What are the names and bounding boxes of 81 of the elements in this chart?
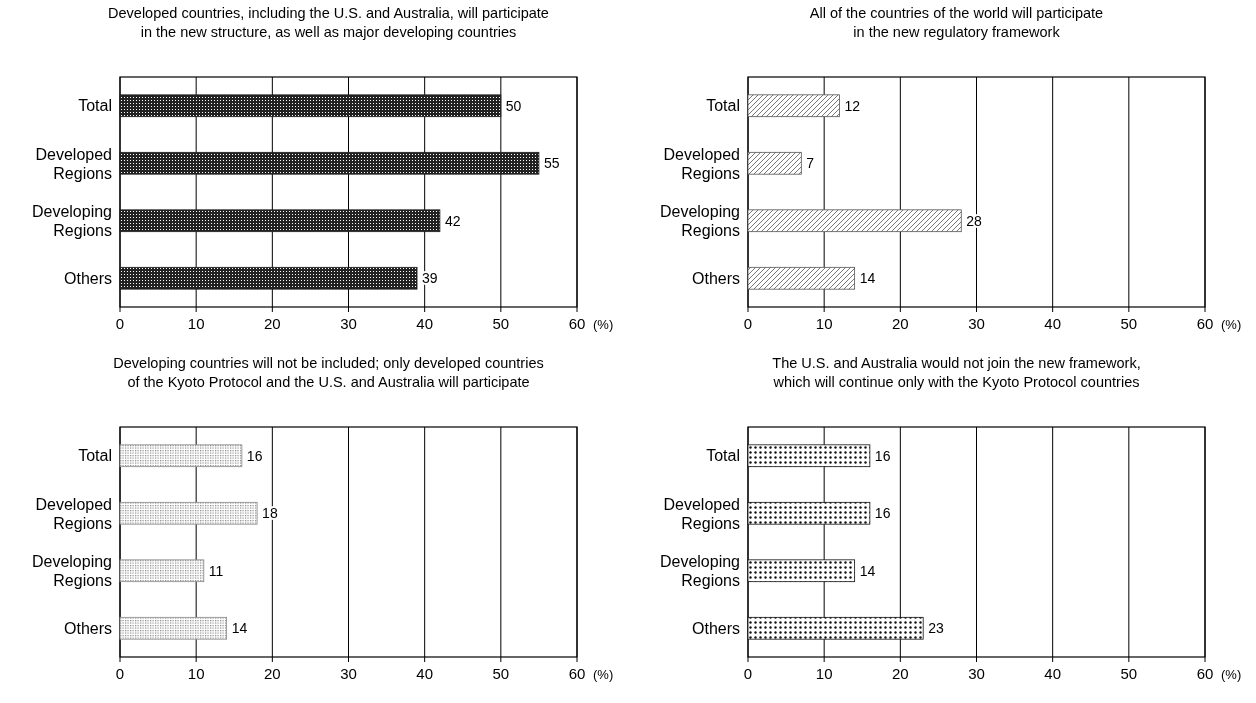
data-label: 14 bbox=[231, 620, 248, 637]
y-tick-label: Developing Regions bbox=[659, 553, 740, 590]
bar bbox=[119, 559, 205, 583]
x-axis-title: (%) bbox=[593, 667, 614, 682]
data-label: 12 bbox=[844, 97, 861, 114]
bar bbox=[747, 94, 840, 118]
x-tick-label: 0 bbox=[115, 315, 125, 332]
y-tick-label: Developed Regions bbox=[663, 145, 740, 182]
x-tick-label: 60 bbox=[1196, 315, 1214, 332]
bar bbox=[119, 444, 243, 468]
y-tick-label: Others bbox=[691, 619, 740, 637]
x-tick-label: 20 bbox=[891, 315, 909, 332]
y-tick-label: Total bbox=[706, 97, 740, 115]
x-tick-label: 0 bbox=[743, 315, 753, 332]
x-tick-label: 60 bbox=[1196, 665, 1214, 682]
x-axis-title: (%) bbox=[1221, 667, 1242, 682]
y-tick-label: Developing Regions bbox=[659, 203, 740, 240]
x-tick-label: 50 bbox=[1120, 315, 1138, 332]
chart-title: Developed countries, including the U.S. and Australia, will participate in the new structure, as well as major developing countries bbox=[108, 5, 549, 40]
bar bbox=[119, 151, 540, 175]
bar bbox=[747, 559, 856, 583]
x-tick-label: 50 bbox=[492, 665, 510, 682]
x-tick-label: 40 bbox=[416, 665, 434, 682]
data-label: 50 bbox=[505, 97, 522, 114]
data-label: 42 bbox=[444, 212, 461, 229]
y-tick-label: Others bbox=[691, 269, 740, 287]
x-tick-label: 0 bbox=[743, 665, 753, 682]
y-tick-label: Developing Regions bbox=[31, 203, 112, 240]
bar bbox=[747, 266, 856, 290]
y-tick-label: Total bbox=[78, 97, 112, 115]
x-tick-label: 60 bbox=[568, 665, 586, 682]
data-label: 14 bbox=[859, 562, 876, 579]
x-tick-label: 10 bbox=[815, 665, 833, 682]
data-label: 11 bbox=[208, 562, 224, 579]
bar bbox=[119, 501, 258, 525]
y-tick-label: Developing Regions bbox=[31, 553, 112, 590]
y-tick-label: Others bbox=[63, 269, 112, 287]
bar bbox=[747, 209, 962, 233]
x-tick-label: 30 bbox=[340, 315, 357, 332]
y-tick-label: Total bbox=[706, 447, 740, 465]
data-label: 7 bbox=[806, 155, 815, 172]
data-label: 16 bbox=[246, 447, 263, 464]
x-tick-label: 40 bbox=[1044, 665, 1062, 682]
x-tick-label: 60 bbox=[568, 315, 586, 332]
bar bbox=[747, 444, 871, 468]
data-label: 16 bbox=[874, 505, 891, 522]
y-tick-label: Developed Regions bbox=[663, 495, 740, 532]
x-tick-label: 30 bbox=[968, 665, 985, 682]
data-label: 55 bbox=[543, 155, 560, 172]
bar bbox=[747, 151, 802, 175]
chart-title: Developing countries will not be included; only developed countries of the Kyoto Protocol and the U.S. and Australia will participate bbox=[113, 355, 544, 390]
x-tick-label: 10 bbox=[187, 315, 205, 332]
data-label: 16 bbox=[874, 447, 891, 464]
y-tick-label: Developed Regions bbox=[35, 145, 112, 182]
bar bbox=[119, 616, 228, 640]
x-tick-label: 30 bbox=[340, 665, 357, 682]
x-tick-label: 10 bbox=[815, 315, 833, 332]
data-label: 14 bbox=[859, 270, 876, 287]
x-tick-label: 50 bbox=[492, 315, 510, 332]
x-axis-title: (%) bbox=[593, 317, 614, 332]
x-tick-label: 10 bbox=[187, 665, 205, 682]
x-axis-title: (%) bbox=[1221, 317, 1242, 332]
y-tick-label: Total bbox=[78, 447, 112, 465]
x-tick-label: 20 bbox=[891, 665, 909, 682]
x-tick-label: 20 bbox=[263, 665, 281, 682]
bar bbox=[119, 266, 418, 290]
y-tick-label: Developed Regions bbox=[35, 495, 112, 532]
chart-title: The U.S. and Australia would not join the new framework, which will continue only with the Kyoto Protocol countries bbox=[772, 355, 1141, 390]
bar bbox=[747, 616, 924, 640]
chart-title: All of the countries of the world will participate in the new regulatory framework bbox=[809, 5, 1104, 40]
x-tick-label: 20 bbox=[263, 315, 281, 332]
y-tick-label: Others bbox=[63, 619, 112, 637]
bar bbox=[119, 94, 502, 118]
bar bbox=[119, 209, 441, 233]
data-label: 23 bbox=[928, 620, 944, 637]
x-tick-label: 40 bbox=[1044, 315, 1062, 332]
x-tick-label: 50 bbox=[1120, 665, 1138, 682]
x-tick-label: 30 bbox=[968, 315, 985, 332]
x-tick-label: 40 bbox=[416, 315, 434, 332]
bar bbox=[747, 501, 871, 525]
x-tick-label: 0 bbox=[115, 665, 125, 682]
